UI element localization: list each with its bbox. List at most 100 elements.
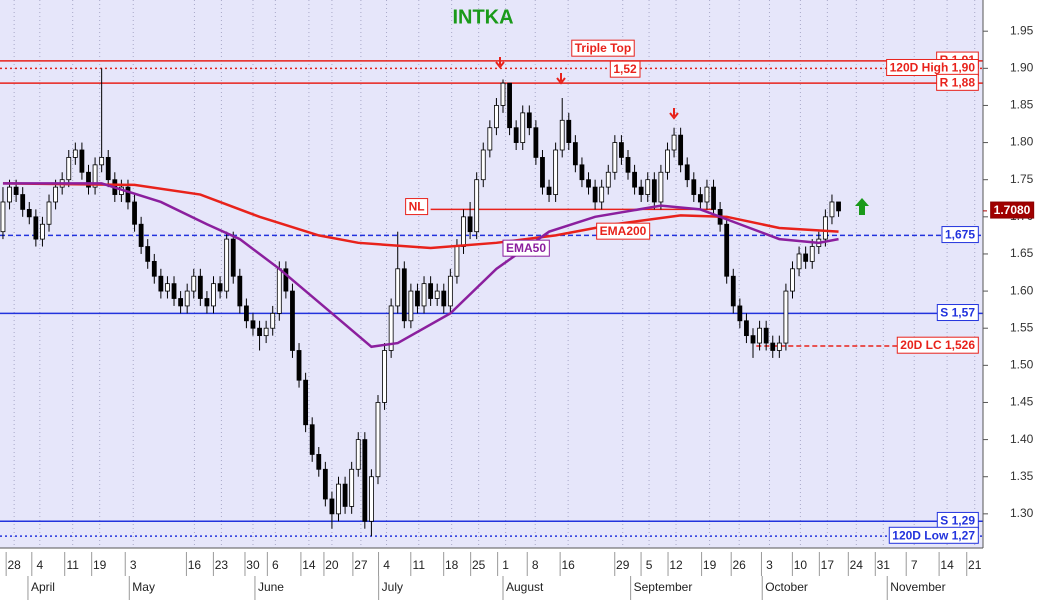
candle-body (671, 134, 677, 151)
down-arrow (556, 73, 566, 85)
candle-body (145, 246, 151, 262)
chart-title: INTKA (452, 6, 513, 28)
x-tick-label: 11 (413, 558, 426, 572)
last-price-text: 1.7080 (994, 203, 1031, 217)
level-label-box (405, 198, 429, 216)
x-tick-label: 18 (445, 558, 459, 572)
candle-body (579, 164, 585, 181)
down-arrow (669, 108, 679, 120)
candle-body (224, 238, 230, 292)
candle-body (658, 171, 664, 203)
annotation-box (571, 39, 635, 57)
candle-body (237, 275, 243, 307)
ma-label: EMA200 (596, 222, 651, 240)
x-tick-label: 19 (93, 558, 107, 572)
candle-body (401, 268, 407, 322)
candle-body (763, 327, 769, 344)
level-label: 1,675 (941, 226, 979, 244)
candle-body (395, 268, 401, 307)
candle-body (665, 149, 670, 173)
level-label-box (936, 73, 979, 91)
level-label-text: 20D LC 1,526 (900, 338, 975, 352)
candle-body (691, 179, 697, 195)
ma-label: EMA50 (502, 239, 550, 257)
candle-body (184, 290, 190, 307)
candle-body (461, 216, 466, 247)
y-tick-label: 1.30 (1010, 506, 1034, 520)
level-label-box (936, 304, 979, 322)
x-tick-label: 4 (36, 558, 43, 572)
candle-body (454, 246, 460, 277)
level-label: S 1,29 (936, 511, 979, 529)
level-label: S 1,57 (936, 304, 979, 322)
candle-body (605, 171, 611, 188)
candle-body (474, 179, 480, 233)
candle-body (737, 305, 743, 322)
month-label: September (634, 580, 693, 594)
candle-body (513, 127, 519, 143)
candle-body (684, 164, 690, 181)
x-tick-label: 16 (188, 558, 202, 572)
candle-body (487, 127, 493, 151)
candle-body (540, 157, 545, 188)
candle-body (230, 238, 236, 277)
up-arrow (855, 198, 869, 215)
candle-body (66, 157, 72, 181)
last-price: 1.7080 (990, 201, 1035, 219)
x-tick-label: 10 (794, 558, 808, 572)
down-arrow (495, 57, 505, 69)
candle-body (520, 112, 526, 143)
x-tick-label: 29 (616, 558, 630, 572)
candle-body (243, 305, 249, 322)
candle-body (191, 275, 197, 292)
candle-body (40, 223, 45, 240)
x-tick-label: 16 (561, 558, 575, 572)
y-tick-label: 1.65 (1010, 246, 1034, 260)
candle-body (296, 350, 302, 381)
candle-body (526, 112, 532, 129)
level-label-text: 1,675 (945, 228, 975, 242)
level-label: 120D Low 1,27 (888, 526, 979, 544)
candle-body (33, 216, 39, 240)
candle-body (599, 186, 605, 203)
grid (13, 0, 976, 548)
x-tick-label: 23 (215, 558, 229, 572)
candle-body (507, 82, 512, 129)
x-tick-label: 27 (354, 558, 368, 572)
candle-body (546, 186, 552, 195)
candle-body (803, 253, 809, 262)
candle-body (494, 105, 499, 129)
candle-body (99, 157, 105, 166)
candle-body (750, 335, 756, 344)
candle-body (829, 201, 835, 218)
candle-body (276, 268, 282, 314)
x-tick-label: 1 (502, 558, 509, 572)
candle-body (586, 179, 591, 188)
moving-averages (2, 182, 839, 349)
candle-body (632, 171, 637, 188)
candle-body (362, 439, 368, 522)
candle-body (26, 208, 32, 218)
candle-body (197, 275, 203, 299)
ma-label-box (596, 222, 651, 240)
level-label-box (896, 336, 979, 354)
candle-body (467, 216, 473, 233)
y-tick-label: 1.60 (1010, 283, 1034, 297)
candle-body (776, 342, 782, 351)
candle-body (46, 201, 52, 225)
candle-body (125, 186, 131, 203)
last-price-box (990, 201, 1035, 219)
candle-body (79, 149, 85, 173)
candle-body (250, 320, 256, 329)
candle-body (744, 320, 749, 337)
candle-body (790, 268, 795, 292)
month-label: July (382, 580, 403, 594)
y-tick-label: 1.75 (1010, 172, 1034, 186)
month-label: August (506, 580, 544, 594)
annotation-box (609, 60, 641, 78)
y-tick-label: 1.40 (1010, 432, 1034, 446)
month-label: April (31, 580, 55, 594)
month-label: November (890, 580, 945, 594)
candle-body (375, 402, 381, 478)
y-tick-label: 1.90 (1010, 60, 1034, 74)
